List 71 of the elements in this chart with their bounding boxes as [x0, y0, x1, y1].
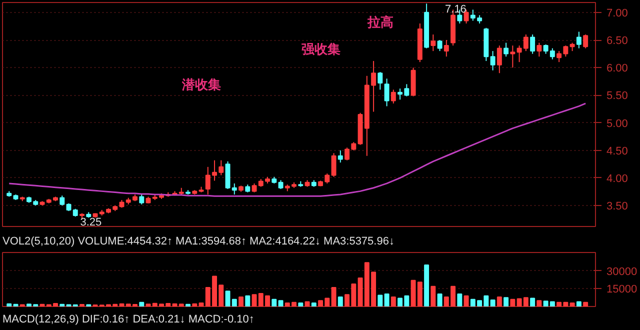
annotation: 7.16: [445, 4, 466, 16]
annotation: 拉高: [366, 14, 394, 30]
candlestick: [490, 50, 496, 71]
bar: [139, 302, 144, 306]
y-tick-label: 7.00: [606, 7, 628, 20]
bar: [430, 286, 436, 306]
candlestick: [576, 31, 582, 49]
bar: [504, 297, 509, 306]
y-tick-label: 5.50: [606, 90, 628, 102]
bar: [40, 304, 45, 306]
bar: [576, 301, 582, 306]
bar: [496, 296, 502, 306]
bar: [60, 304, 65, 306]
candlestick: [470, 9, 476, 22]
bar: [272, 298, 277, 306]
bar: [378, 294, 383, 306]
annotation: 潜收集: [180, 77, 221, 92]
bar: [6, 303, 12, 306]
bar: [80, 304, 84, 306]
y-tick-label: 30000: [606, 266, 638, 278]
chart-title: VOL2(5,10,20) VOLUME:4454.32↑ MA1:3594.68↑ MA2:4164.22↓ MA3:5375.96↓: [2, 236, 394, 248]
y-tick-label: 5.00: [606, 118, 628, 130]
y-tick-label: 3.50: [606, 200, 628, 213]
candlestick: [583, 34, 588, 49]
bar: [384, 294, 390, 306]
bar: [192, 303, 198, 306]
candlestick: [437, 40, 442, 52]
bar: [338, 296, 343, 306]
bar: [186, 304, 191, 306]
candlestick: [60, 195, 65, 206]
candlestick: [139, 194, 144, 205]
bar: [457, 294, 462, 306]
candlestick: [510, 45, 516, 68]
y-tick-label: 4.50: [606, 145, 628, 158]
candlestick: [530, 34, 536, 54]
bar: [490, 299, 496, 306]
candlestick: [496, 45, 502, 74]
bar: [583, 302, 588, 306]
bar: [238, 296, 244, 306]
bar: [530, 298, 536, 306]
y-tick-label: 6.00: [606, 62, 628, 75]
y-tick-label: 4.00: [606, 172, 628, 185]
bar: [510, 298, 516, 306]
bar: [424, 264, 430, 306]
candlestick: [384, 78, 390, 107]
bar: [278, 300, 284, 306]
candlestick: [536, 42, 542, 58]
bar: [311, 302, 316, 306]
bar: [570, 302, 575, 306]
text: MACD(12,26,9) DIF:0.16↑ DEA:0.21↓ MACD:-0.10↑: [2, 314, 254, 326]
bar: [245, 295, 250, 306]
candlestick: [338, 150, 343, 163]
bar: [298, 302, 304, 306]
bar: [464, 295, 469, 306]
candlestick: [504, 42, 509, 58]
annotation: 3.25: [80, 216, 102, 228]
bar: [331, 287, 336, 306]
bar: [437, 294, 442, 306]
bar: [13, 304, 18, 306]
bar: [536, 300, 542, 306]
candlestick: [430, 34, 436, 52]
candlestick: [390, 89, 396, 104]
y-tick-label: 15000: [606, 284, 638, 296]
annotation: 强收集: [302, 41, 340, 56]
candlestick: [331, 152, 336, 178]
candlestick: [444, 40, 449, 58]
line-series: [8, 102, 586, 197]
y-tick-label: 6.50: [606, 35, 628, 48]
bar: [304, 301, 310, 306]
bar: [390, 296, 396, 306]
candlestick: [378, 72, 383, 90]
